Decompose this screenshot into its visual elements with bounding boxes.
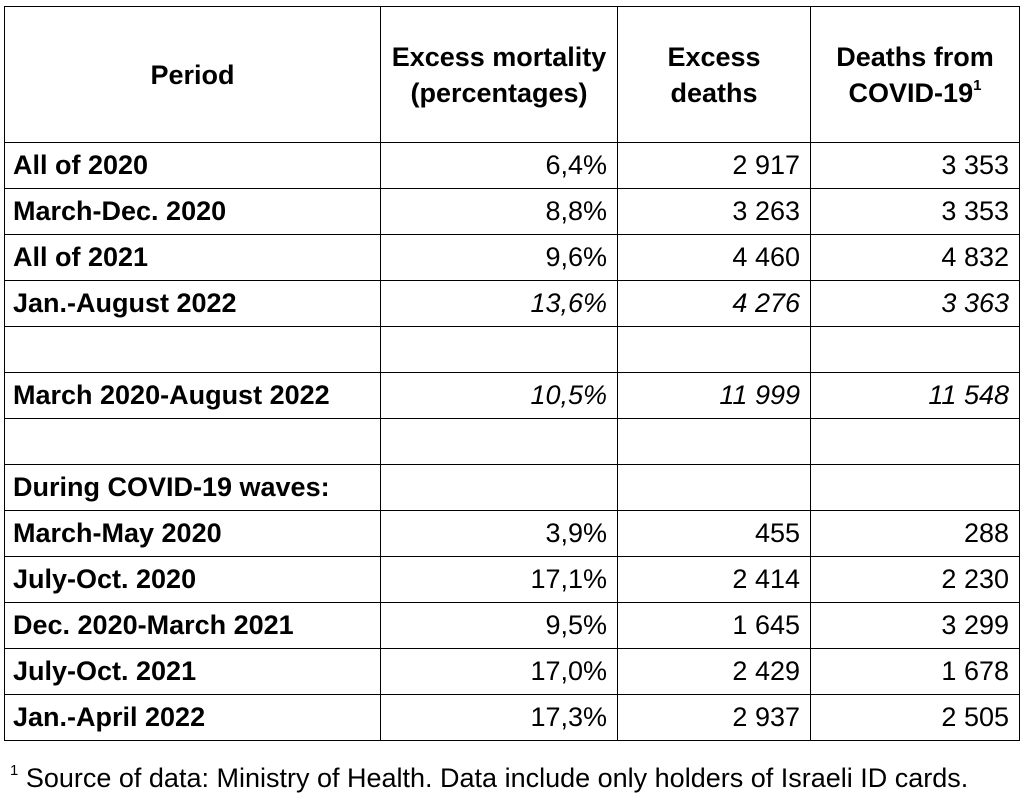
excess-deaths-cell: 11 999 [617,372,811,419]
excess-mortality-cell: 17,3% [380,694,618,741]
excess-mortality-table: Period Excess mortality (percentages) Ex… [4,6,1020,741]
covid-deaths-cell [810,418,1020,465]
period-cell: All of 2021 [4,234,381,281]
excess-mortality-cell: 13,6% [380,280,618,327]
excess-mortality-cell: 6,4% [380,142,618,189]
table-row: All of 2021 9,6% 4 460 4 832 [4,234,1020,281]
excess-mortality-cell [380,418,618,465]
period-cell: Jan.-August 2022 [4,280,381,327]
excess-deaths-cell [617,418,811,465]
excess-mortality-cell [380,326,618,373]
header-period: Period [4,6,381,143]
covid-deaths-cell: 2 230 [810,556,1020,603]
excess-deaths-cell: 4 460 [617,234,811,281]
excess-deaths-cell: 4 276 [617,280,811,327]
period-cell: March 2020-August 2022 [4,372,381,419]
period-cell: March-Dec. 2020 [4,188,381,235]
footnote: 1 Source of data: Ministry of Health. Da… [10,763,968,794]
header-excess-mortality-label: Excess mortality (percentages) [391,41,607,108]
table-row: March-Dec. 2020 8,8% 3 263 3 353 [4,188,1020,235]
table-body: All of 2020 6,4% 2 917 3 353 March-Dec. 2020… [4,142,1020,741]
covid-deaths-cell [810,326,1020,373]
period-cell: Jan.-April 2022 [4,694,381,741]
table-row: March 2020-August 2022 10,5% 11 999 11 548 [4,372,1020,419]
period-cell [4,418,381,465]
excess-deaths-cell: 455 [617,510,811,557]
table-row: Dec. 2020-March 2021 9,5% 1 645 3 299 [4,602,1020,649]
header-excess-deaths-label: Excess deaths [667,41,761,108]
excess-mortality-cell [380,464,618,511]
footnote-text: Source of data: Ministry of Health. Data… [18,763,969,793]
excess-deaths-cell: 2 414 [617,556,811,603]
excess-mortality-cell: 17,1% [380,556,618,603]
excess-mortality-cell: 9,5% [380,602,618,649]
covid-deaths-cell: 3 353 [810,188,1020,235]
excess-deaths-cell [617,464,811,511]
table-row: March-May 2020 3,9% 455 288 [4,510,1020,557]
excess-deaths-cell: 2 937 [617,694,811,741]
excess-deaths-cell [617,326,811,373]
table-row: Jan.-April 2022 17,3% 2 937 2 505 [4,694,1020,741]
footnote-marker: 1 [10,762,19,779]
excess-mortality-cell: 17,0% [380,648,618,695]
excess-deaths-cell: 2 917 [617,142,811,189]
table-row: All of 2020 6,4% 2 917 3 353 [4,142,1020,189]
period-cell: July-Oct. 2020 [4,556,381,603]
covid-deaths-cell: 4 832 [810,234,1020,281]
excess-deaths-cell: 3 263 [617,188,811,235]
period-cell: All of 2020 [4,142,381,189]
period-cell: Dec. 2020-March 2021 [4,602,381,649]
table-header-row: Period Excess mortality (percentages) Ex… [4,6,1020,143]
period-cell: March-May 2020 [4,510,381,557]
covid-deaths-cell: 3 363 [810,280,1020,327]
header-covid-deaths-label: Deaths from COVID-19 [836,41,994,108]
excess-deaths-cell: 1 645 [617,602,811,649]
period-cell: July-Oct. 2021 [4,648,381,695]
footnote-reference: 1 [973,76,982,94]
header-excess-mortality: Excess mortality (percentages) [380,6,618,143]
period-cell: During COVID-19 waves: [4,464,381,511]
covid-deaths-cell: 288 [810,510,1020,557]
covid-deaths-cell: 11 548 [810,372,1020,419]
header-excess-deaths: Excess deaths [617,6,811,143]
period-cell [4,326,381,373]
table-row: July-Oct. 2021 17,0% 2 429 1 678 [4,648,1020,695]
excess-mortality-cell: 9,6% [380,234,618,281]
covid-deaths-cell: 3 353 [810,142,1020,189]
excess-mortality-cell: 3,9% [380,510,618,557]
covid-deaths-cell: 1 678 [810,648,1020,695]
excess-deaths-cell: 2 429 [617,648,811,695]
table-row [4,418,1020,465]
covid-deaths-cell: 2 505 [810,694,1020,741]
covid-deaths-cell: 3 299 [810,602,1020,649]
table-row [4,326,1020,373]
table-row: Jan.-August 2022 13,6% 4 276 3 363 [4,280,1020,327]
header-covid-deaths: Deaths from COVID-191 [810,6,1020,143]
excess-mortality-cell: 8,8% [380,188,618,235]
table-row: During COVID-19 waves: [4,464,1020,511]
table-row: July-Oct. 2020 17,1% 2 414 2 230 [4,556,1020,603]
excess-mortality-cell: 10,5% [380,372,618,419]
covid-deaths-cell [810,464,1020,511]
